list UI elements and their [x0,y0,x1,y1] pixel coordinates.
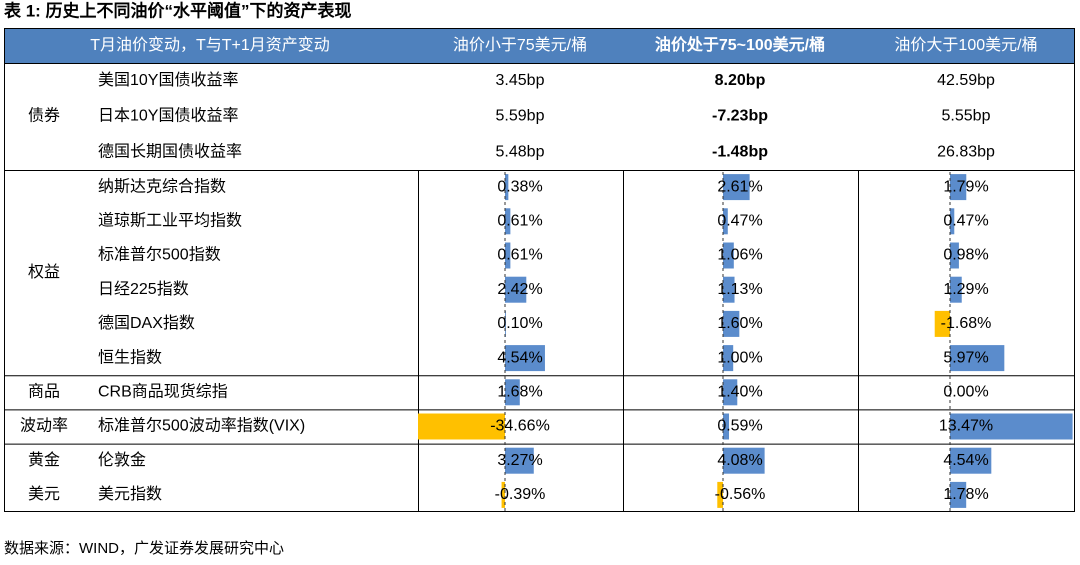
data-bar [505,276,527,303]
cell-value: 1.60% [717,315,762,332]
cell-value: -0.56% [715,486,766,503]
row-label: 德国DAX指数 [98,314,195,332]
data-bar [934,310,950,337]
header-cell: 油价大于100美元/桶 [894,36,1037,54]
data-bar [723,379,738,406]
cell-value: 1.29% [943,281,988,298]
data-bar [505,379,520,406]
cell-value: -7.23bp [712,108,768,125]
data-bar [950,276,962,303]
data-bar [723,310,740,337]
data-bar [723,447,765,474]
data-bar [723,276,735,303]
data-bar [950,447,992,474]
group-label: 债券 [28,107,60,125]
cell-value: 0.38% [497,178,542,195]
cell-value: 5.97% [943,349,988,366]
cell-value: 1.79% [943,178,988,195]
cell-value: 2.61% [717,178,762,195]
data-bar [501,481,505,508]
header-cell: 油价小于75美元/桶 [453,36,587,54]
data-bar [950,481,967,508]
header-cell: T月油价变动，T与T+1月资产变动 [90,36,330,54]
cell-value: 1.13% [717,281,762,298]
data-bar [950,174,967,201]
data-bar [723,174,750,201]
data-bar [723,413,730,440]
group-label: 权益 [28,263,60,281]
header-cell: 油价处于75~100美元/桶 [655,35,825,54]
cell-value: 8.20bp [715,72,766,89]
data-bar [950,345,1005,372]
cell-value: 4.08% [717,452,762,469]
source-note: 数据来源：WIND，广发证券发展研究中心 [4,540,284,557]
group-label: 美元 [28,485,60,503]
data-bar [950,208,955,235]
row-label: 日本10Y国债收益率 [98,107,238,125]
cell-value: 5.59bp [496,108,545,125]
cell-value: -34.66% [490,418,550,435]
cell-value: 3.45bp [496,72,545,89]
cell-value: 0.59% [717,418,762,435]
cell-value: 0.61% [497,213,542,230]
cell-value: 1.78% [943,486,988,503]
cell-value: 0.47% [717,213,762,230]
group-label: 商品 [28,383,60,401]
row-label: 美国10Y国债收益率 [98,71,238,89]
cell-value: -0.39% [495,486,546,503]
data-bar [723,242,734,269]
cell-value: 0.00% [943,384,988,401]
row-label: 恒生指数 [98,348,162,366]
row-label: 标准普尔500指数 [98,246,221,264]
title: 表 1: 历史上不同油价“水平阈值”下的资产表现 [4,0,352,20]
cell-value: 1.06% [717,247,762,264]
data-bar [505,242,511,269]
cell-value: 0.10% [497,315,542,332]
cell-value: 26.83bp [937,143,995,160]
data-bar [418,413,505,440]
table-border [4,28,1075,512]
cell-value: 4.54% [497,349,542,366]
row-label: 纳斯达克综合指数 [98,177,226,195]
data-bar [950,242,959,269]
data-bar [505,208,511,235]
row-label: 日经225指数 [98,280,189,298]
cell-value: 5.55bp [942,108,991,125]
data-bar [950,413,1073,440]
cell-value: 0.98% [943,247,988,264]
cell-value: 42.59bp [937,72,995,89]
cell-value: 0.61% [497,247,542,264]
cell-value: -1.68% [941,315,992,332]
row-label: 伦敦金 [98,451,146,469]
data-bar [505,174,509,201]
cell-value: 13.47% [939,418,993,435]
cell-value: 1.40% [717,384,762,401]
row-label: 德国长期国债收益率 [98,142,242,160]
header-row [4,28,1075,63]
cell-value: 3.27% [497,452,542,469]
row-label: CRB商品现货综指 [98,383,228,401]
cell-value: 4.54% [943,452,988,469]
group-label: 黄金 [28,451,60,469]
cell-value: -1.48bp [712,143,768,160]
cell-value: 5.48bp [496,143,545,160]
data-bar [723,208,728,235]
cell-value: 1.68% [497,384,542,401]
data-bar [723,345,734,372]
row-label: 美元指数 [98,485,162,503]
data-bar [717,481,723,508]
cell-value: 0.47% [943,213,988,230]
row-label: 标准普尔500波动率指数(VIX) [98,417,305,435]
data-bar [505,447,534,474]
group-label: 波动率 [20,417,68,435]
data-bar [505,345,545,372]
row-label: 道琼斯工业平均指数 [98,212,242,230]
cell-value: 1.00% [717,349,762,366]
cell-value: 2.42% [497,281,542,298]
